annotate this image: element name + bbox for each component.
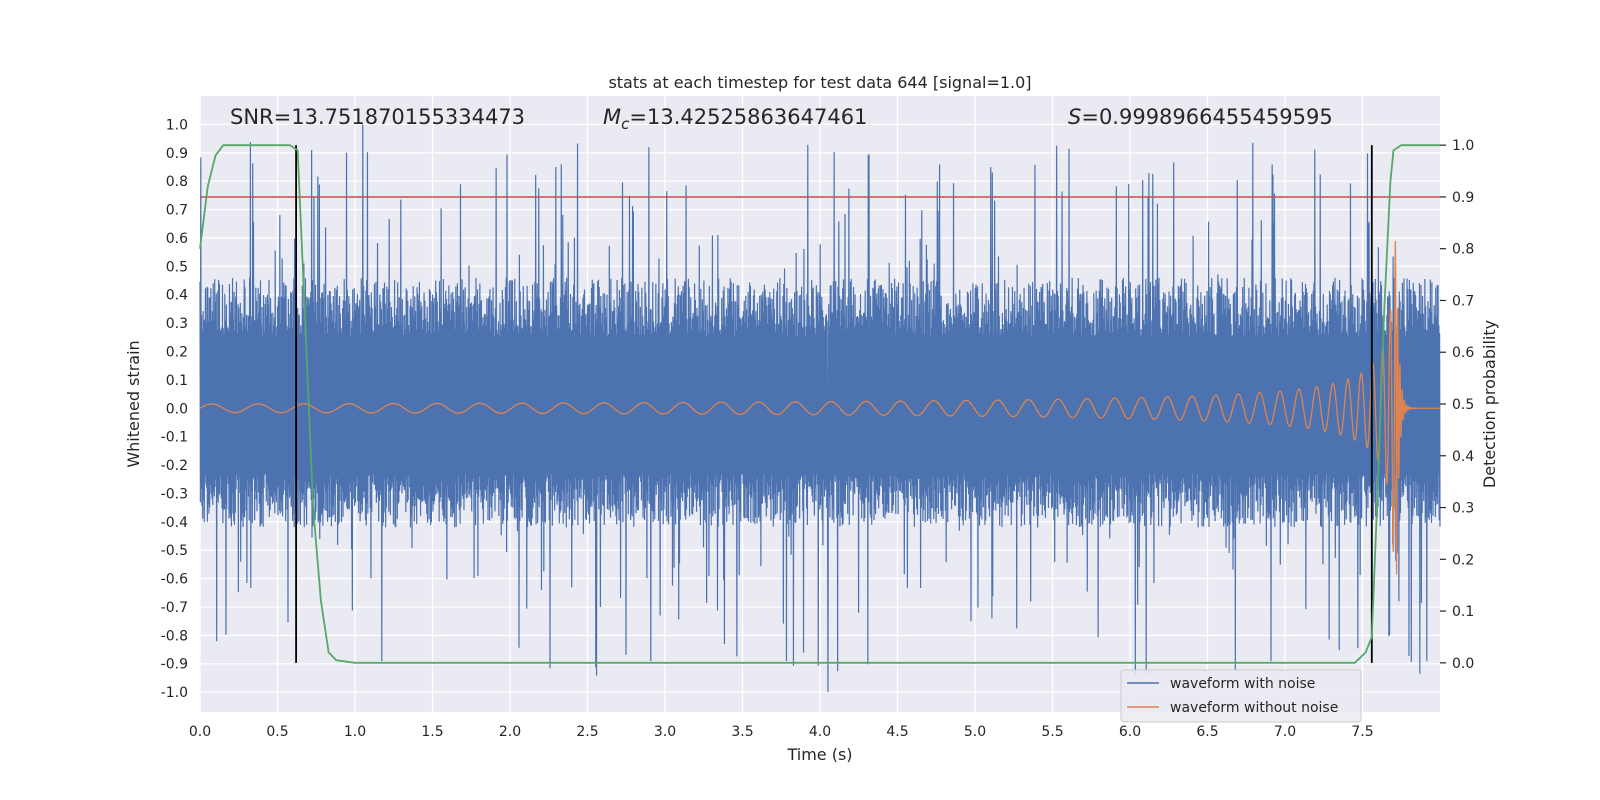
y-tick-label: -0.6 (161, 572, 188, 588)
x-tick-label: 0.5 (266, 724, 288, 740)
x-tick-label: 7.0 (1274, 724, 1296, 740)
snr-annotation: SNR=13.751870155334473 (230, 105, 525, 129)
x-axis-label: Time (s) (786, 745, 852, 764)
y-tick-label: -0.2 (161, 458, 188, 474)
s-annotation: S=0.9998966455459595 (1068, 105, 1333, 129)
y2-tick-label: 0.7 (1452, 293, 1474, 309)
y-tick-label: 0.5 (166, 259, 188, 275)
y-tick-label: 1.0 (166, 117, 188, 133)
y-tick-label: 0.0 (166, 401, 188, 417)
y2-tick-label: 0.1 (1452, 604, 1474, 620)
x-tick-label: 3.5 (731, 724, 753, 740)
clean-waveform-line (199, 240, 1440, 575)
y2-tick-label: 0.2 (1452, 552, 1474, 568)
y2-tick-label: 0.3 (1452, 501, 1474, 517)
y-tick-label: -1.0 (161, 685, 188, 701)
legend-noise-label: waveform with noise (1170, 676, 1315, 692)
x-tick-label: 2.0 (499, 724, 521, 740)
legend-box (1120, 669, 1362, 723)
y-tick-label: -0.1 (161, 430, 188, 446)
x-tick-label: 2.5 (576, 724, 598, 740)
x-tick-label: 0.0 (189, 724, 211, 740)
y2-tick-label: 0.5 (1452, 397, 1474, 413)
y2-tick-label: 0.4 (1452, 449, 1474, 465)
x-tick-label: 1.5 (421, 724, 443, 740)
y-tick-label: 0.9 (166, 146, 188, 162)
y-tick-label: 0.8 (166, 174, 188, 190)
y2-tick-label: 0.0 (1452, 656, 1474, 672)
y2-axis-label: Detection probability (1480, 320, 1499, 488)
y-axis-label: Whitened strain (124, 340, 143, 467)
y2-tick-label: 0.8 (1452, 242, 1474, 258)
y-tick-label: -0.5 (161, 543, 188, 559)
y2-tick-label: 0.9 (1452, 190, 1474, 206)
s-symbol: S (1068, 105, 1081, 129)
x-tick-label: 5.5 (1041, 724, 1063, 740)
y-tick-label: -0.7 (161, 600, 188, 616)
detection-probability-line (199, 144, 1440, 664)
chirp-mass-subscript: c (621, 115, 630, 133)
legend: waveform with noise waveform without noi… (1120, 669, 1362, 723)
y-tick-label: 0.6 (166, 231, 188, 247)
s-value: =0.9998966455459595 (1081, 105, 1332, 129)
y-tick-label: 0.7 (166, 203, 188, 219)
y-tick-label: 0.4 (166, 288, 188, 304)
x-tick-label: 3.0 (654, 724, 676, 740)
y-tick-label: -0.9 (161, 657, 188, 673)
y-tick-label: -0.4 (161, 515, 188, 531)
chirp-mass-symbol: M (603, 105, 621, 129)
x-tick-label: 6.5 (1196, 724, 1218, 740)
y-tick-label: 0.1 (166, 373, 188, 389)
x-tick-label: 5.0 (964, 724, 986, 740)
y-tick-label: -0.8 (161, 628, 188, 644)
chirp-mass-annotation: Mc=13.42525863647461 (603, 105, 867, 133)
x-tick-label: 1.0 (344, 724, 366, 740)
chirp-mass-value: =13.42525863647461 (629, 105, 867, 129)
chart-title: stats at each timestep for test data 644… (608, 73, 1031, 92)
y-tick-label: -0.3 (161, 486, 188, 502)
y-tick-label: 0.3 (166, 316, 188, 332)
y2-tick-label: 1.0 (1452, 138, 1474, 154)
x-tick-label: 6.0 (1119, 724, 1141, 740)
x-tick-label: 4.0 (809, 724, 831, 740)
plot-series (199, 124, 1441, 693)
y-tick-label: 0.2 (166, 344, 188, 360)
x-tick-label: 7.5 (1351, 724, 1373, 740)
noisy-waveform-line (199, 124, 1441, 693)
y2-tick-label: 0.6 (1452, 345, 1474, 361)
x-tick-label: 4.5 (886, 724, 908, 740)
axes: 0.0 0.5 1.0 1.5 2.0 2.5 3.0 3.5 4.0 4.5 5.0 5.5 6.0 6… (161, 117, 1475, 740)
legend-clean-label: waveform without noise (1170, 700, 1338, 716)
